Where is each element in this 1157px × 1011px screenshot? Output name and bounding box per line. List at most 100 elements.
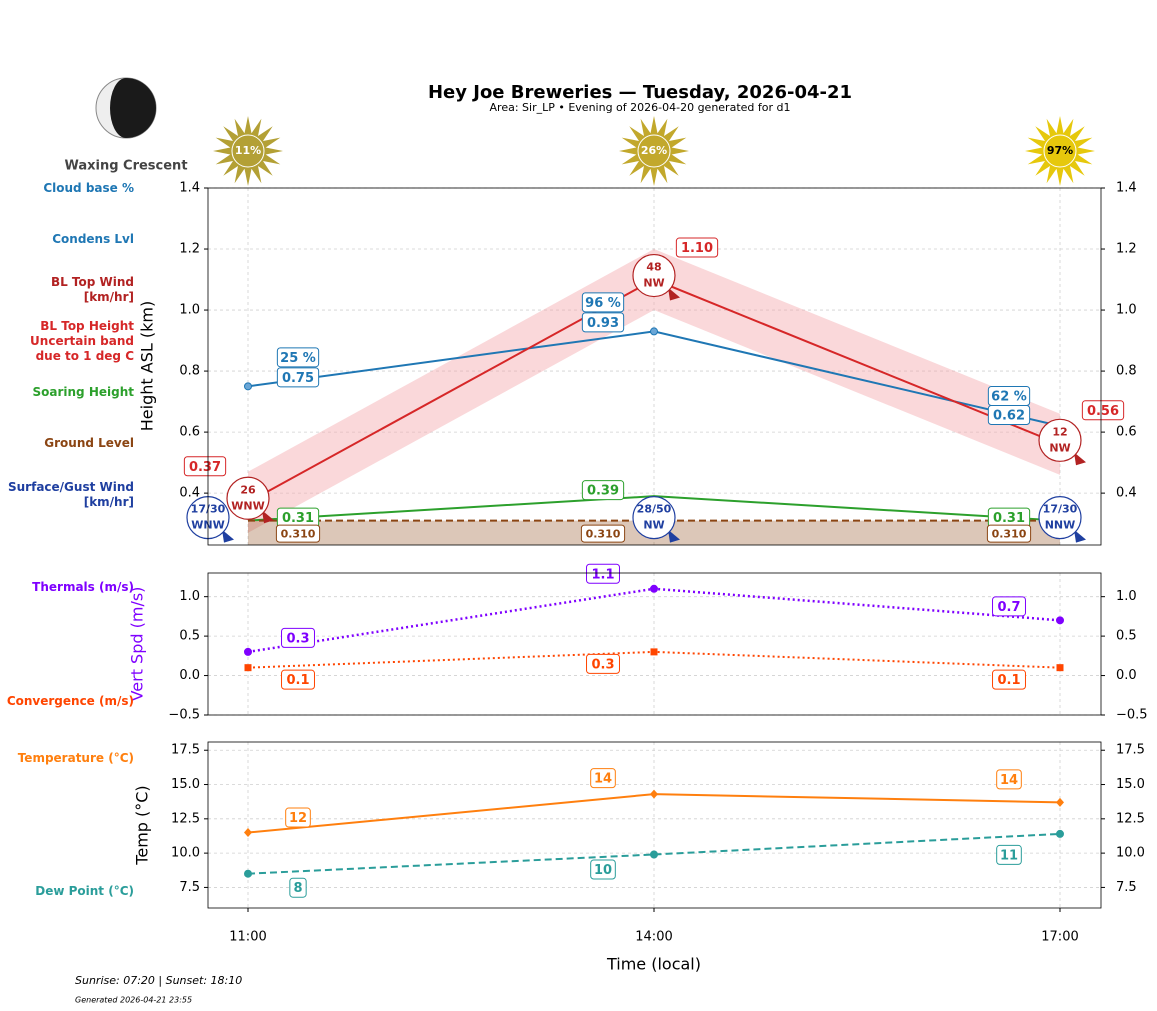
value-label: 0.3 [286,631,309,646]
marker [244,647,252,656]
y-tick-label: 1.0 [179,589,200,604]
value-label: 0.310 [586,528,621,541]
marker [650,327,658,336]
legend-text: Thermals (m/s) [32,580,134,594]
y-tick-label: 0.4 [179,486,200,501]
value-label: 0.1 [997,673,1020,688]
marker [650,648,658,656]
wind-direction: NW [643,519,664,532]
y-tick-label: 15.0 [171,777,200,792]
wind-speed: 12 [1052,425,1067,438]
legend-text: Ground Level [44,436,134,450]
y-tick-label: 12.5 [171,811,200,826]
subtitle: Area: Sir_LP • Evening of 2026-04-20 gen… [490,101,791,114]
y2-tick-label: 17.5 [1116,743,1145,758]
marker [650,789,658,799]
y2-tick-label: 0.8 [1116,364,1137,379]
y2-tick-label: 1.2 [1116,242,1137,257]
label-box [580,524,626,543]
marker [1056,829,1064,838]
plot-frame [207,187,1102,546]
y-tick-label: 7.5 [179,880,200,895]
wind-marker [1038,418,1082,462]
value-label: 0.37 [189,460,221,475]
value-label: 0.39 [587,484,619,499]
y-tick-label: 1.0 [179,303,200,318]
value-label: 10 [594,863,612,878]
marker [244,664,252,672]
y2-tick-label: −0.5 [1116,708,1148,723]
y-axis-title: Temp (°C) [133,785,152,865]
y-tick-label: 0.6 [179,425,200,440]
wind-arrow [1074,529,1086,543]
legend-label: BL Top Height Uncertain band due to 1 deg… [2,319,134,364]
wind-marker [632,495,676,540]
y2-tick-label: 0.0 [1116,668,1137,683]
uncertainty-band [248,249,1060,533]
value-label: 1.1 [591,567,614,582]
value-label: 0.310 [992,528,1027,541]
label-box [996,844,1022,865]
marker [244,828,252,838]
legend-label: Cloud base % [2,181,134,196]
label-box [590,768,616,789]
label-box [996,769,1022,790]
wind-marker [1038,495,1082,540]
y2-tick-label: 0.4 [1116,486,1137,501]
sun-label: 26% [641,144,667,157]
sun [231,134,265,168]
generated: Generated 2026-04-21 23:55 [75,996,192,1005]
label-box [586,653,620,674]
moon-phase: Waxing Crescent [64,159,187,174]
value-label: 62 % [991,390,1027,405]
legend-text: Condens Lvl [52,232,134,246]
legend-label: Surface/Gust Wind [km/hr] [2,480,134,510]
wind-arrow [668,529,680,543]
y2-tick-label: 10.0 [1116,846,1145,861]
value-label: 0.1 [286,673,309,688]
legend-label: Condens Lvl [2,232,134,247]
label-box [590,859,616,880]
y2-tick-label: 1.4 [1116,181,1137,196]
value-label: 0.56 [1087,404,1119,419]
legend-label: Convergence (m/s) [2,694,134,709]
label-box [289,877,307,898]
value-label: 14 [594,772,612,787]
wind-marker [226,476,270,520]
value-label: 0.31 [282,511,314,526]
marker [650,584,658,593]
y2-tick-label: 0.6 [1116,425,1137,440]
value-label: 0.75 [282,371,314,386]
y-tick-label: 0.0 [179,668,200,683]
value-label: 11 [1000,848,1018,863]
marker [1056,664,1064,672]
plot-frame [207,741,1102,909]
sun-label: 11% [235,144,261,157]
marker [1056,616,1064,625]
legend-text: Dew Point (°C) [35,884,134,898]
value-label: 14 [1000,773,1018,788]
label-box [276,347,320,368]
label-box [986,524,1032,543]
value-label: 0.31 [993,511,1025,526]
title: Hey Joe Breweries — Tuesday, 2026-04-21 [428,82,852,103]
legend-text: Convergence (m/s) [6,694,134,708]
label-box [581,480,625,501]
value-label: 0.7 [997,600,1020,615]
label-box [183,456,227,477]
value-label: 25 % [280,351,316,366]
x-tick-label: 14:00 [635,930,672,945]
legend-text: Surface/Gust Wind [km/hr] [8,480,134,509]
y-tick-label: −0.5 [168,708,200,723]
legend-text: Soaring Height [32,385,135,399]
value-label: 1.10 [681,241,713,256]
sun [1043,134,1077,168]
label-box [281,669,315,690]
value-label: 0.3 [591,657,614,672]
marker [650,850,658,859]
y2-tick-label: 1.0 [1116,303,1137,318]
wind-marker [632,253,676,298]
sun-label: 97% [1047,144,1073,157]
legend-label: Thermals (m/s) [2,580,134,595]
wind-arrow [222,529,234,543]
